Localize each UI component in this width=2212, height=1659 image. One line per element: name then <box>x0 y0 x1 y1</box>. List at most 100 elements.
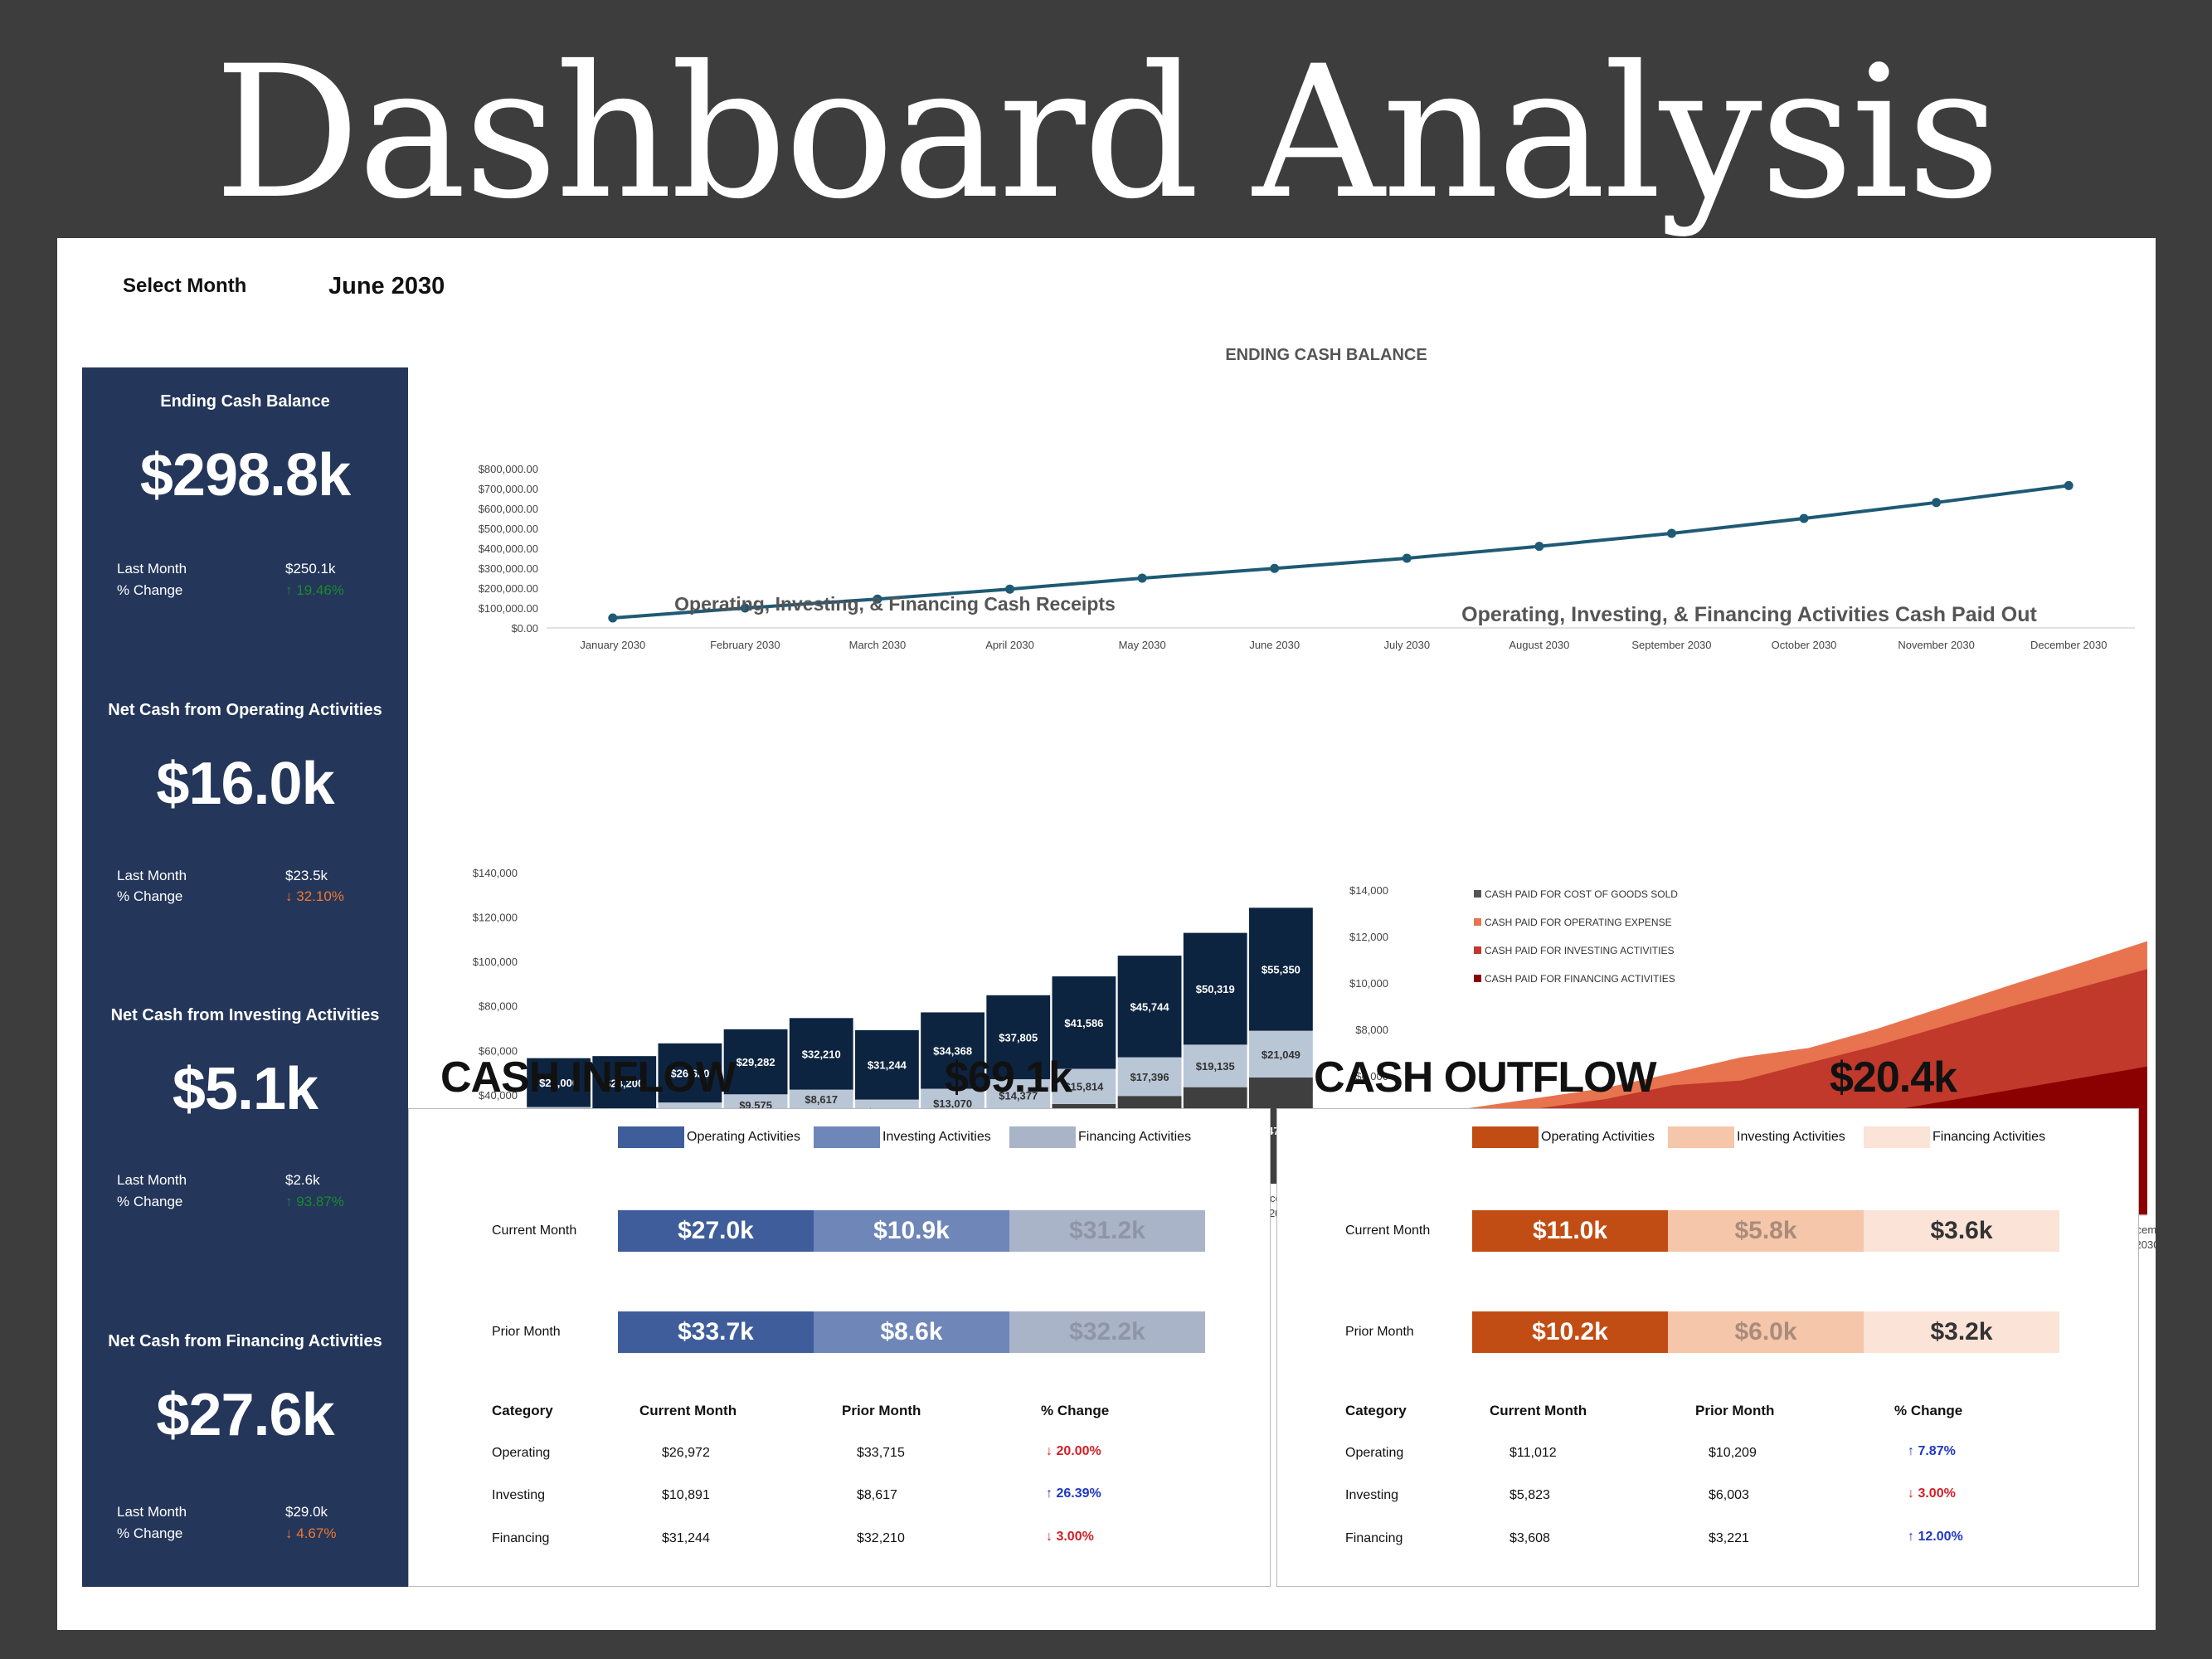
y-tick-label: $120,000 <box>473 912 518 924</box>
bar-segment <box>921 1012 984 1089</box>
legend-swatch <box>1009 1126 1076 1148</box>
data-label: $41,586 <box>1064 1017 1103 1029</box>
table-header-current: Current Month <box>639 1403 737 1418</box>
data-label: $31,244 <box>868 1059 907 1072</box>
x-tick-label: November 2030 <box>1898 639 1975 651</box>
y-tick-label: $200,000.00 <box>479 582 538 595</box>
bar-segment <box>1052 1068 1116 1104</box>
table-cell-prior: $8,617 <box>857 1488 897 1502</box>
table-cell-prior: $6,003 <box>1709 1488 1749 1502</box>
kpi-last-month-value: $29.0k <box>285 1504 328 1520</box>
bar-segment-financing: $32.2k <box>1009 1311 1205 1353</box>
bar-segment-investing: $10.9k <box>814 1210 1009 1252</box>
kpi-title: Net Cash from Financing Activities <box>108 1332 382 1350</box>
cash-inflow-total: $69.1k <box>945 1053 1072 1102</box>
table-cell-category: Investing <box>1345 1488 1399 1502</box>
legend-swatch <box>1474 946 1481 954</box>
legend-label: CASH PAID FOR INVESTING ACTIVITIES <box>1485 945 1674 956</box>
data-point <box>740 603 750 613</box>
table-header-change: % Change <box>1041 1403 1110 1418</box>
kpi-last-month-value: $250.1k <box>285 561 336 577</box>
y-tick-label: $500,000.00 <box>479 523 538 535</box>
y-tick-label: $8,000 <box>1355 1024 1388 1036</box>
data-point <box>1666 528 1676 538</box>
data-label: $26,620 <box>670 1067 709 1079</box>
kpi-title: Net Cash from Operating Activities <box>108 701 382 719</box>
data-point <box>608 613 618 623</box>
y-tick-label: $140,000 <box>473 867 518 879</box>
legend-investing: Investing Activities <box>1668 1126 1845 1148</box>
y-tick-label: $700,000.00 <box>479 483 538 495</box>
kpi-last-month-label: Last Month <box>117 868 187 883</box>
data-label: $14,377 <box>999 1089 1038 1102</box>
table-header-category: Category <box>492 1403 553 1418</box>
prior-month-bar: $33.7k $8.6k $32.2k <box>618 1311 1205 1353</box>
bar-segment <box>1249 907 1313 1031</box>
bar-segment-investing: $5.8k <box>1668 1210 1864 1252</box>
table-cell-prior: $33,715 <box>857 1446 905 1460</box>
x-tick-label: September 2030 <box>1631 639 1711 651</box>
x-tick-label: August 2030 <box>1509 639 1569 651</box>
y-tick-label: $600,000.00 <box>479 503 538 515</box>
x-tick-label: December 2030 <box>2030 639 2107 651</box>
data-label: $17,396 <box>1130 1071 1169 1083</box>
kpi-operating: Net Cash from Operating Activities $16.0… <box>82 701 408 818</box>
table-cell-change: ↑ 12.00% <box>1908 1530 1963 1544</box>
y-tick-label: $6,000 <box>1355 1070 1388 1082</box>
kpi-value: $5.1k <box>172 1056 318 1122</box>
kpi-investing: Net Cash from Investing Activities $5.1k <box>82 1006 408 1123</box>
y-tick-label: $800,000.00 <box>479 463 538 475</box>
kpi-value: $16.0k <box>156 751 334 817</box>
y-tick-label: $300,000.00 <box>479 562 538 575</box>
data-point <box>2064 480 2073 490</box>
bar-segment <box>1183 932 1247 1045</box>
cash-inflow-title: CASH INFLOW <box>440 1053 737 1102</box>
bar-segment-operating: $33.7k <box>618 1311 814 1353</box>
legend-financing: Financing Activities <box>1864 1126 2045 1148</box>
y-tick-label: $40,000 <box>479 1089 518 1102</box>
bar-segment-financing: $3.2k <box>1864 1311 2059 1353</box>
kpi-change-label: % Change <box>117 888 183 904</box>
bar-segment <box>1183 1044 1247 1087</box>
kpi-last-month-label: Last Month <box>117 1172 187 1188</box>
data-label: $21,049 <box>1262 1048 1300 1061</box>
kpi-sidebar: Ending Cash Balance $298.8k Last Month $2… <box>82 367 408 1587</box>
table-cell-current: $3,608 <box>1510 1531 1550 1545</box>
table-cell-change: ↑ 26.39% <box>1046 1486 1101 1501</box>
kpi-ending-cash: Ending Cash Balance $298.8k <box>82 392 408 509</box>
select-month-dropdown[interactable]: June 2030 <box>328 273 445 299</box>
table-cell-category: Operating <box>1345 1446 1404 1460</box>
x-tick-label: July 2030 <box>1383 639 1430 651</box>
legend-label: CASH PAID FOR FINANCING ACTIVITIES <box>1485 973 1675 985</box>
legend-label: CASH PAID FOR OPERATING EXPENSE <box>1485 917 1672 928</box>
kpi-change-value: ↓ 4.67% <box>285 1525 337 1541</box>
x-tick-label: April 2030 <box>985 639 1034 651</box>
bar-segment <box>1052 976 1116 1069</box>
bar-segment-operating: $10.2k <box>1472 1311 1668 1353</box>
table-header-current: Current Month <box>1490 1403 1587 1418</box>
legend-investing: Investing Activities <box>814 1126 991 1148</box>
table-cell-change: ↓ 20.00% <box>1046 1444 1101 1458</box>
table-cell-current: $31,244 <box>662 1531 710 1545</box>
bar-segment <box>658 1043 722 1103</box>
cash-outflow-panel: Operating Activities Investing Activitie… <box>1276 1108 2139 1587</box>
bar-segment-investing: $8.6k <box>814 1311 1009 1353</box>
table-header-change: % Change <box>1894 1403 1963 1418</box>
bar-segment <box>789 1089 853 1109</box>
table-cell-prior: $32,210 <box>857 1531 905 1545</box>
y-tick-label: $80,000 <box>479 1000 518 1013</box>
bar-segment <box>592 1056 657 1111</box>
data-label: $22,000 <box>539 1077 578 1089</box>
bar-segment <box>986 995 1051 1080</box>
table-cell-change: ↓ 3.00% <box>1046 1530 1094 1544</box>
legend-operating: Operating Activities <box>618 1126 800 1148</box>
data-point <box>1534 542 1544 552</box>
cash-outflow-total: $20.4k <box>1830 1053 1957 1102</box>
bar-segment-operating: $27.0k <box>618 1210 814 1252</box>
data-point <box>1005 584 1015 594</box>
table-cell-category: Operating <box>492 1446 551 1460</box>
legend-swatch <box>814 1126 880 1148</box>
legend-financing: Financing Activities <box>1009 1126 1191 1148</box>
legend-swatch <box>1668 1126 1734 1148</box>
bar-segment-financing: $31.2k <box>1009 1210 1205 1252</box>
